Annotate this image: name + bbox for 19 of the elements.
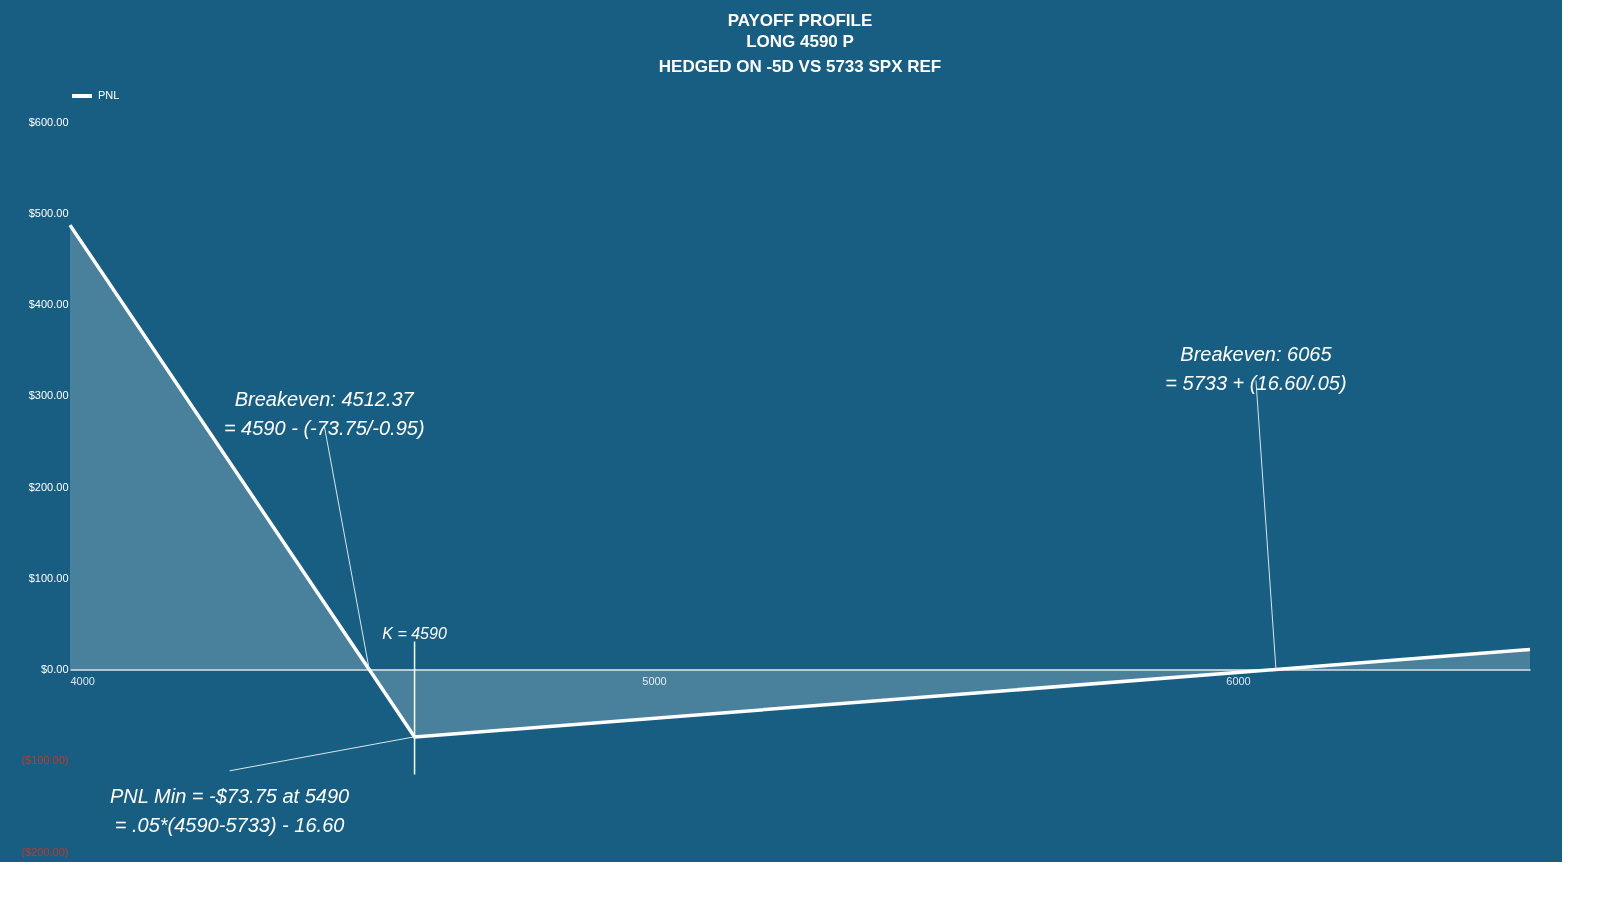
x-tick-label: 6000 bbox=[1226, 675, 1251, 687]
chart-title: PAYOFF PROFILE bbox=[727, 11, 873, 30]
x-tick-label: 5000 bbox=[642, 675, 667, 687]
y-tick-label: $600.00 bbox=[28, 115, 69, 128]
chart-subtitle: LONG 4590 P HEDGED ON -5D VS 5733 SPX REF bbox=[658, 32, 942, 76]
y-tick-label: $0.00 bbox=[40, 663, 69, 675]
y-tick-label: $500.00 bbox=[28, 206, 69, 219]
y-tick-label: $100.00 bbox=[28, 571, 69, 584]
annotation: PNL Min = -$73.75 at 5490 = .05*(4590-5733) - 16.60 bbox=[109, 784, 350, 836]
y-tick-label: $400.00 bbox=[28, 298, 69, 310]
y-tick-label: $300.00 bbox=[28, 389, 69, 402]
annotation: Breakeven: 4512.37 = 4590 - (-73.75/-0.95) bbox=[223, 387, 425, 439]
y-tick-label: ($100.00) bbox=[21, 754, 69, 767]
annotation: Breakeven: 6065 = 5733 + (16.60/.05) bbox=[1165, 342, 1347, 394]
ref-line-label: K = 4590 bbox=[382, 624, 447, 642]
x-tick-label: 4000 bbox=[70, 675, 95, 687]
y-tick-label: $200.00 bbox=[28, 480, 69, 493]
y-tick-label: ($200.00) bbox=[21, 845, 69, 858]
legend-label: PNL bbox=[98, 89, 120, 101]
